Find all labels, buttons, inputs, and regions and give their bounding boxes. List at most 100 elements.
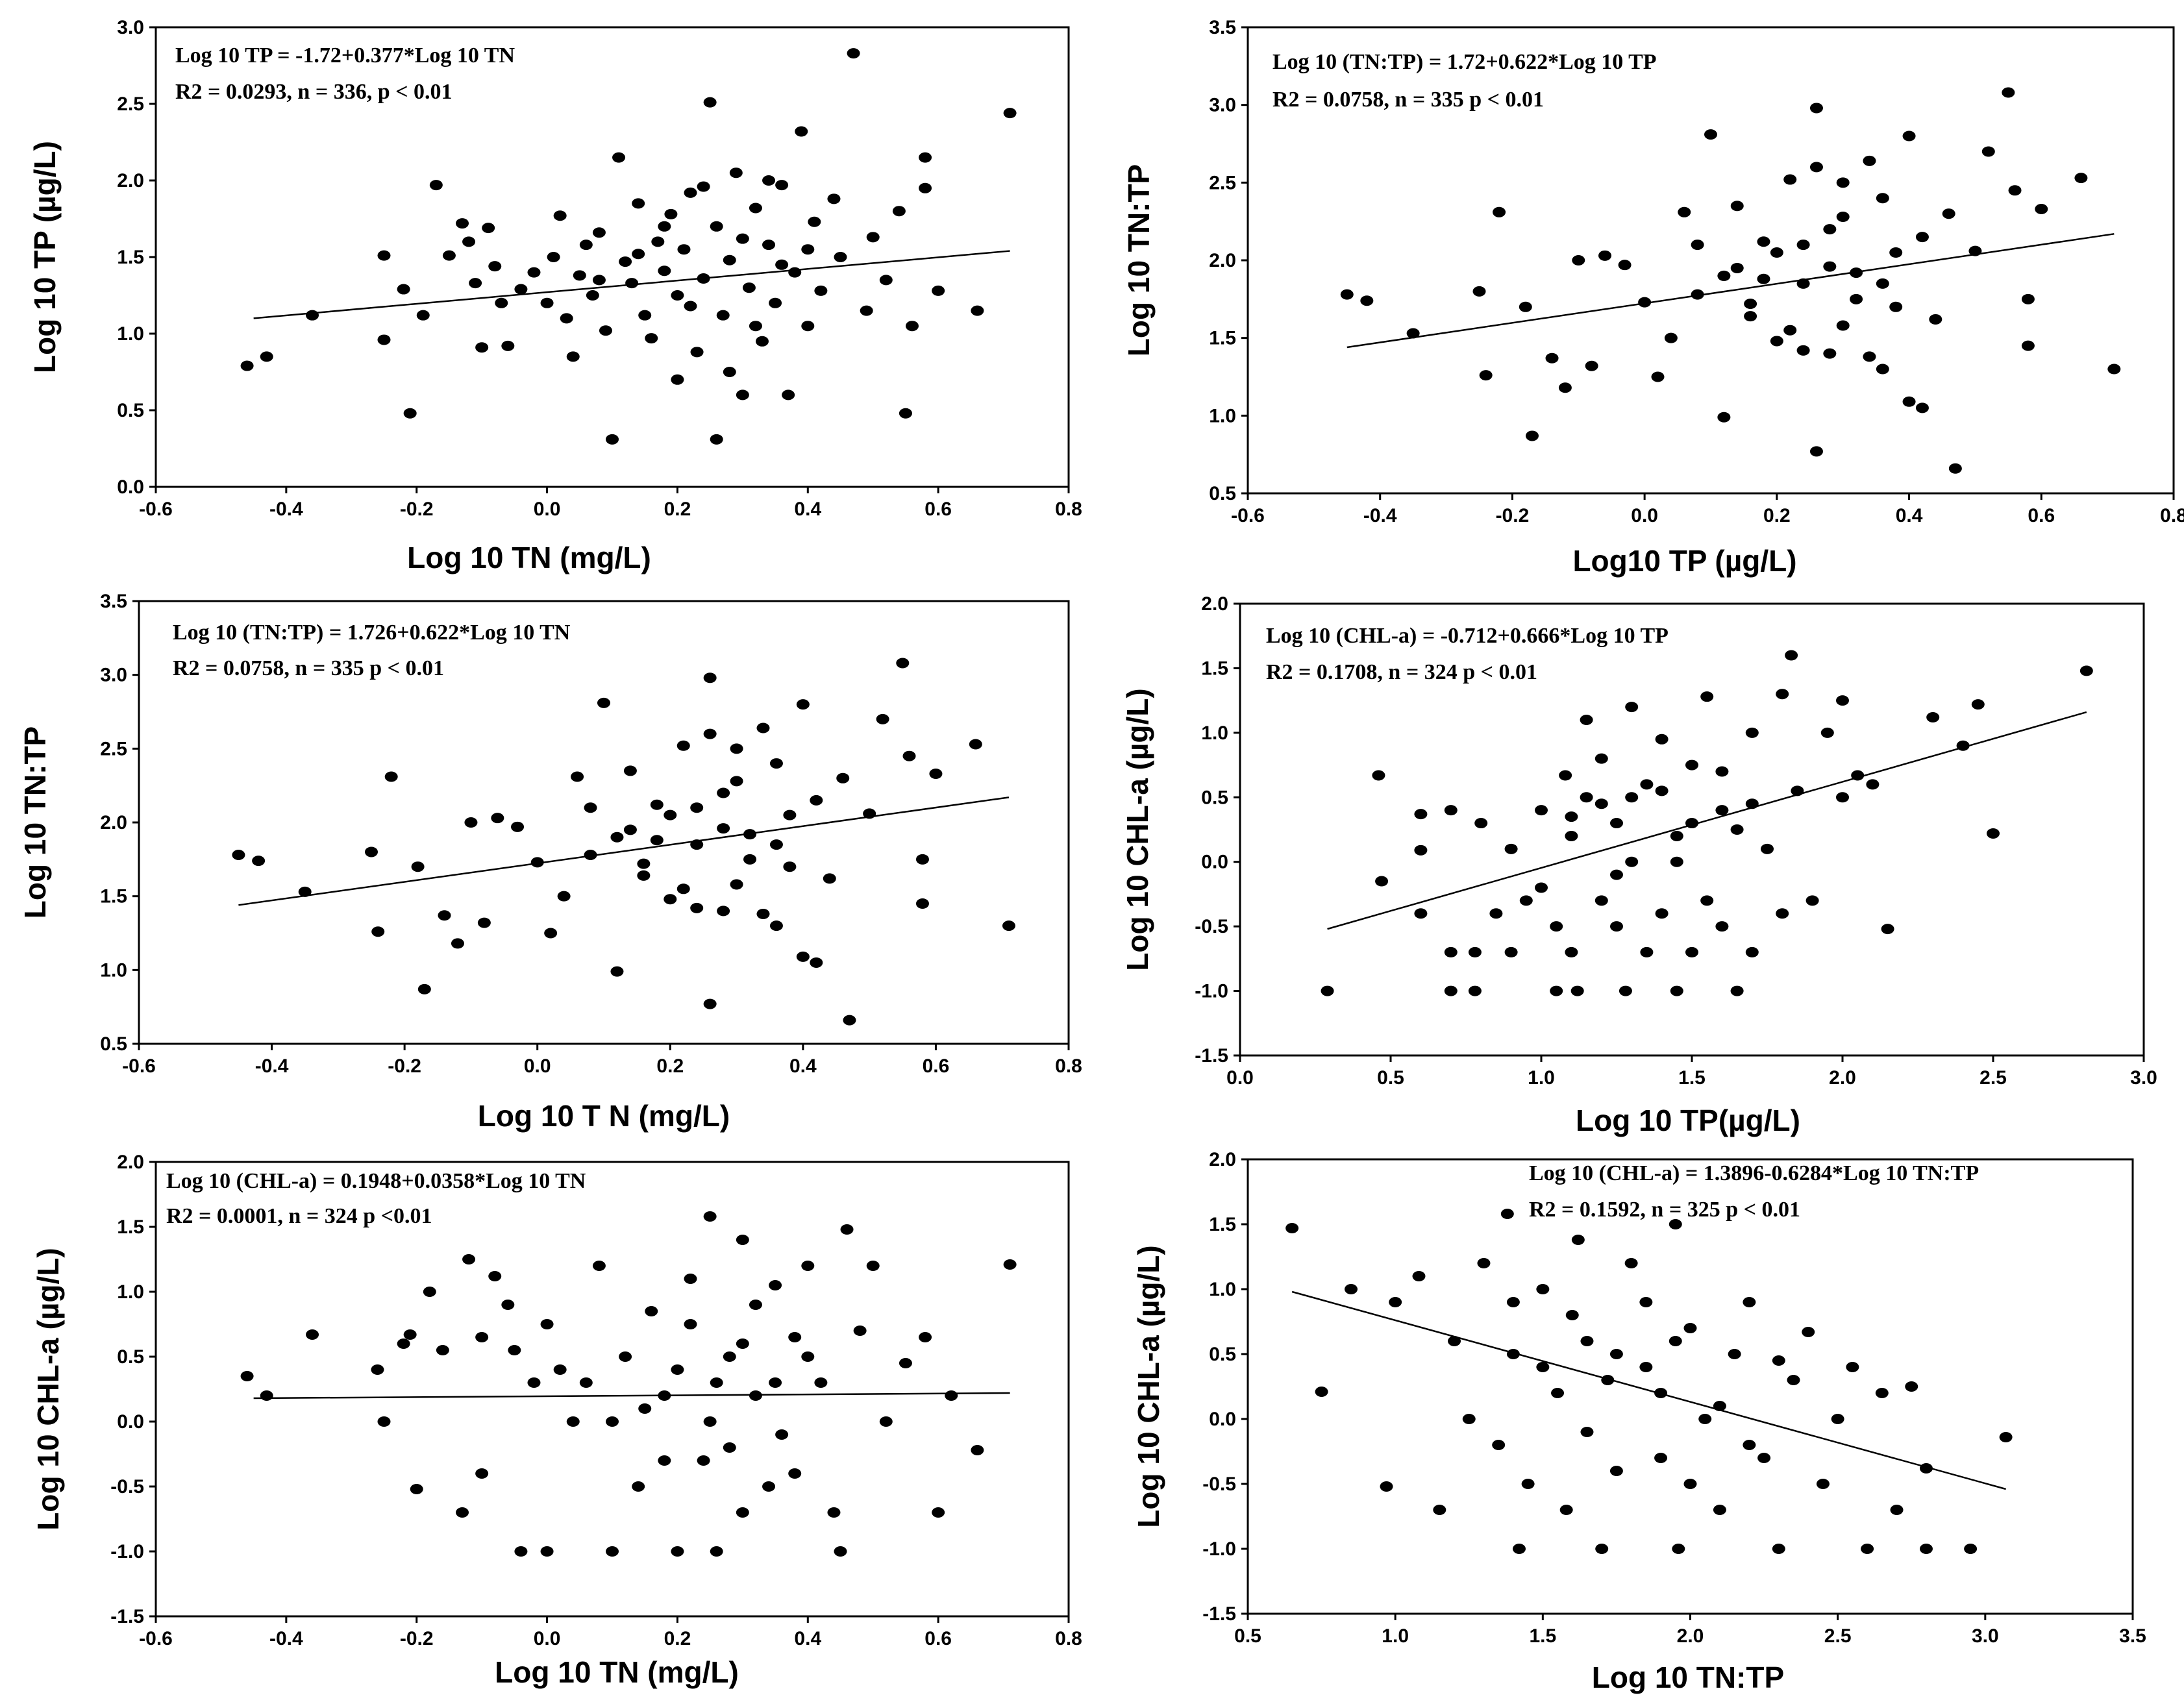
y-tick-label: 3.0 xyxy=(117,17,144,38)
data-point xyxy=(775,1429,789,1440)
data-point xyxy=(1820,727,1834,738)
data-point xyxy=(1685,946,1698,957)
x-tick-label: 1.5 xyxy=(1529,1625,1556,1647)
data-point xyxy=(365,846,378,857)
data-point xyxy=(749,321,762,332)
y-tick-label: -1.5 xyxy=(1202,1603,1236,1625)
y-tick-label: 1.0 xyxy=(1201,722,1228,744)
y-tick-label: 1.0 xyxy=(117,1281,144,1303)
data-point xyxy=(814,285,828,296)
data-point xyxy=(1761,843,1774,854)
x-tick-label: 2.5 xyxy=(1979,1067,2007,1089)
equation-line: Log 10 TP = -1.72+0.377*Log 10 TN xyxy=(175,43,515,68)
data-point xyxy=(1713,1401,1726,1411)
x-tick-label: -0.4 xyxy=(269,499,303,520)
data-point xyxy=(1506,1349,1520,1359)
data-point xyxy=(623,765,637,776)
x-tick-label: 0.8 xyxy=(2160,505,2184,526)
data-point xyxy=(592,227,606,238)
data-point xyxy=(717,906,730,917)
data-point xyxy=(1876,278,1889,289)
x-tick-label: 0.8 xyxy=(1055,499,1082,520)
data-point xyxy=(637,870,651,881)
data-point xyxy=(1477,1258,1491,1268)
data-point xyxy=(1504,946,1518,957)
y-tick-label: 0.0 xyxy=(1209,1409,1236,1430)
data-point xyxy=(1545,352,1559,364)
data-point xyxy=(1861,1544,1874,1554)
data-point xyxy=(1444,985,1458,996)
data-point xyxy=(919,152,932,163)
data-point xyxy=(1572,255,1585,265)
data-point xyxy=(1915,402,1929,413)
x-tick-label: -0.6 xyxy=(1231,505,1265,526)
x-tick-label: 0.4 xyxy=(794,1628,821,1649)
data-point xyxy=(530,857,544,868)
data-point xyxy=(716,310,730,321)
data-point xyxy=(743,854,757,865)
data-point xyxy=(762,240,776,251)
data-point xyxy=(1700,895,1714,906)
data-point xyxy=(1565,811,1578,822)
data-point xyxy=(1851,770,1865,781)
data-point xyxy=(1796,240,1810,251)
data-point xyxy=(932,285,945,296)
data-point xyxy=(749,1390,762,1401)
y-axis-label: Log 10 TP (µg/L) xyxy=(28,141,62,373)
data-point xyxy=(736,1338,749,1349)
data-point xyxy=(664,208,678,219)
y-tick-label: 0.5 xyxy=(1209,1344,1236,1365)
data-point xyxy=(371,926,385,937)
data-point xyxy=(749,1300,762,1310)
x-tick-label: 1.5 xyxy=(1678,1067,1706,1089)
x-tick-label: 0.6 xyxy=(923,1055,950,1077)
data-point xyxy=(730,879,743,890)
data-point xyxy=(1776,908,1789,919)
data-point xyxy=(544,928,558,939)
data-point xyxy=(1926,711,1940,722)
data-point xyxy=(1625,702,1639,713)
data-point xyxy=(1519,301,1532,312)
y-tick-label: 2.5 xyxy=(1209,172,1236,193)
data-point xyxy=(796,699,810,710)
data-point xyxy=(1610,818,1623,829)
data-point xyxy=(1468,946,1482,957)
data-point xyxy=(1444,805,1458,816)
data-point xyxy=(1942,208,1955,219)
data-point xyxy=(371,1364,384,1375)
data-point xyxy=(1743,1297,1756,1307)
data-point xyxy=(1669,1336,1682,1346)
panel-tntp-vs-tp: Log 10 (TN:TP) = 1.72+0.622*Log 10 TP R2… xyxy=(1122,17,2184,578)
data-point xyxy=(1624,1258,1638,1268)
data-point xyxy=(488,1271,502,1281)
data-point xyxy=(684,187,697,198)
x-tick-label: -0.2 xyxy=(1496,505,1530,526)
data-point xyxy=(690,839,704,850)
x-tick-label: 0.0 xyxy=(1631,505,1658,526)
data-point xyxy=(743,829,757,840)
y-tick-label: -1.5 xyxy=(110,1606,144,1627)
data-point xyxy=(1551,1388,1565,1398)
data-point xyxy=(915,854,929,865)
data-point xyxy=(671,1546,684,1557)
data-point xyxy=(1345,1284,1358,1294)
equation-line: Log 10 (TN:TP) = 1.72+0.622*Log 10 TP xyxy=(1272,50,1657,74)
data-point xyxy=(475,1332,489,1342)
data-point xyxy=(723,1351,736,1362)
data-point xyxy=(801,321,815,332)
panel-chla-vs-tp: Log 10 (CHL-a) = -0.712+0.666*Log 10 TP … xyxy=(1121,593,2157,1137)
x-tick-label: 0.6 xyxy=(924,1628,952,1649)
y-tick-label: 3.0 xyxy=(1209,95,1236,116)
data-point xyxy=(1745,946,1759,957)
data-point xyxy=(547,252,560,262)
data-point xyxy=(1772,1355,1785,1366)
data-point xyxy=(814,1377,828,1388)
x-tick-label: 0.0 xyxy=(534,1628,561,1649)
x-tick-label: 0.8 xyxy=(1055,1628,1082,1649)
data-point xyxy=(527,267,541,278)
data-point xyxy=(1836,320,1850,331)
data-point xyxy=(573,270,586,281)
data-point xyxy=(736,233,749,244)
x-tick-label: 0.6 xyxy=(924,499,952,520)
data-point xyxy=(384,771,398,782)
